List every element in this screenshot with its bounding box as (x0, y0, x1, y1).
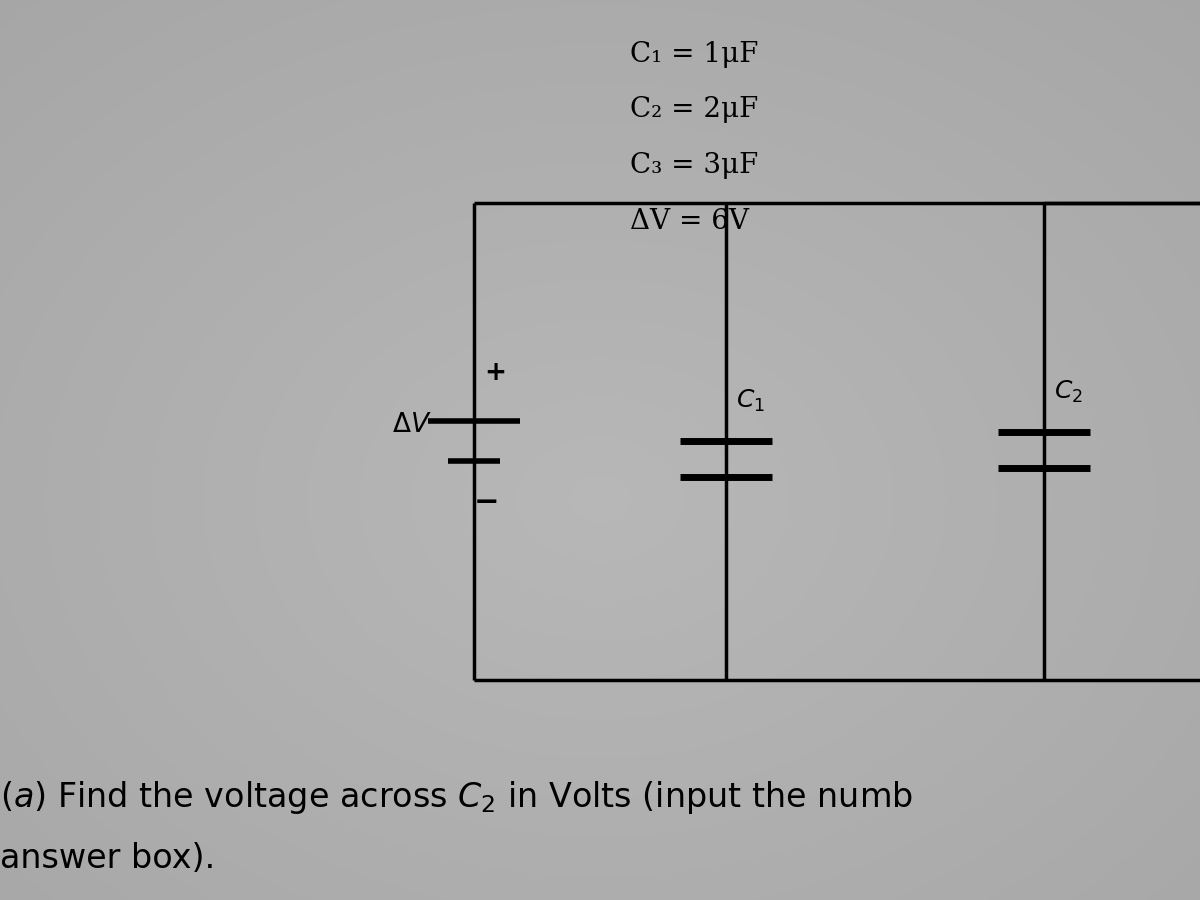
Text: answer box).: answer box). (0, 842, 215, 875)
Text: $C_1$: $C_1$ (736, 387, 764, 414)
Text: ΔV = 6V: ΔV = 6V (630, 208, 749, 235)
Text: C₃ = 3μF: C₃ = 3μF (630, 152, 758, 179)
Text: C₁ = 1μF: C₁ = 1μF (630, 40, 758, 68)
Text: +: + (485, 361, 506, 386)
Text: $C_2$: $C_2$ (1054, 378, 1082, 405)
Text: C₂ = 2μF: C₂ = 2μF (630, 96, 758, 123)
Text: $(a)$ Find the voltage across $C_2$ in Volts (input the numb: $(a)$ Find the voltage across $C_2$ in V… (0, 778, 913, 815)
Text: $\Delta V$: $\Delta V$ (391, 412, 432, 437)
Text: −: − (473, 488, 499, 517)
